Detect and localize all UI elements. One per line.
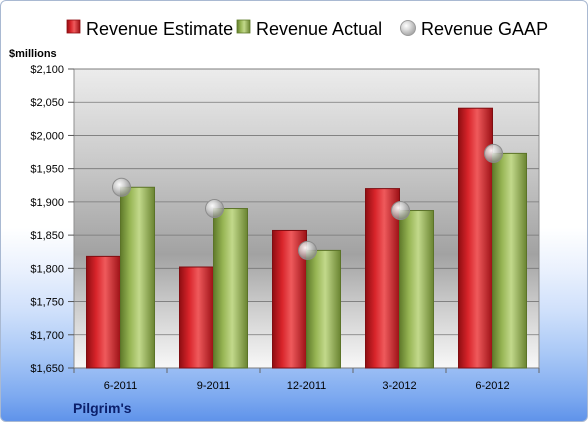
- y-tick-label: $1,800: [30, 263, 64, 275]
- bars: [86, 107, 527, 369]
- revenue-gaap-marker: [205, 199, 224, 219]
- y-tick-label: $2,000: [30, 130, 64, 142]
- legend-actual-swatch: [236, 19, 251, 34]
- revenue-estimate-bar: [365, 188, 400, 369]
- x-tick-label: 9-2011: [197, 380, 230, 392]
- legend-actual-label: Revenue Actual: [256, 19, 382, 39]
- revenue-actual-bar: [492, 152, 527, 369]
- y-axis-unit-label: $millions: [9, 48, 57, 60]
- revenue-gaap-marker: [391, 201, 410, 221]
- y-tick-label: $2,050: [30, 97, 64, 109]
- company-name: Pilgrim's: [73, 400, 132, 416]
- legend-estimate-label: Revenue Estimate: [86, 19, 233, 39]
- y-tick-label: $2,100: [30, 64, 64, 76]
- x-tick-label: 12-2011: [287, 380, 327, 392]
- y-tick-label: $1,850: [30, 230, 64, 242]
- x-tick-label: 6-2011: [104, 380, 137, 392]
- revenue-estimate-bar: [86, 255, 121, 369]
- revenue-actual-bar: [120, 186, 155, 369]
- revenue-gaap-marker: [112, 177, 131, 197]
- legend-gaap-marker: [400, 20, 416, 36]
- y-axis: $1,650 $1,700 $1,750 $1,800 $1,850 $1,900 $1,9…: [30, 64, 74, 375]
- revenue-actual-bar: [213, 208, 248, 369]
- revenue-actual-bar: [399, 210, 434, 369]
- revenue-estimate-bar: [179, 266, 214, 369]
- y-tick-label: $1,700: [30, 330, 64, 342]
- x-tick-label: 6-2012: [475, 380, 509, 392]
- legend: Revenue Estimate Revenue Actual Revenue …: [66, 19, 548, 39]
- y-tick-label: $1,900: [30, 197, 64, 209]
- y-tick-label: $1,950: [30, 164, 64, 176]
- revenue-actual-bar: [306, 249, 341, 369]
- legend-gaap-label: Revenue GAAP: [421, 19, 548, 39]
- x-axis: 6-2011 9-2011 12-2011 3-2012 6-2012: [73, 368, 540, 392]
- x-tick-label: 3-2012: [382, 380, 416, 392]
- legend-estimate-swatch: [66, 19, 81, 34]
- y-tick-label: $1,750: [30, 297, 64, 309]
- y-tick-label: $1,650: [30, 363, 64, 375]
- revenue-gaap-marker: [484, 143, 503, 163]
- gaap-markers: [112, 143, 503, 260]
- revenue-gaap-marker: [298, 240, 317, 260]
